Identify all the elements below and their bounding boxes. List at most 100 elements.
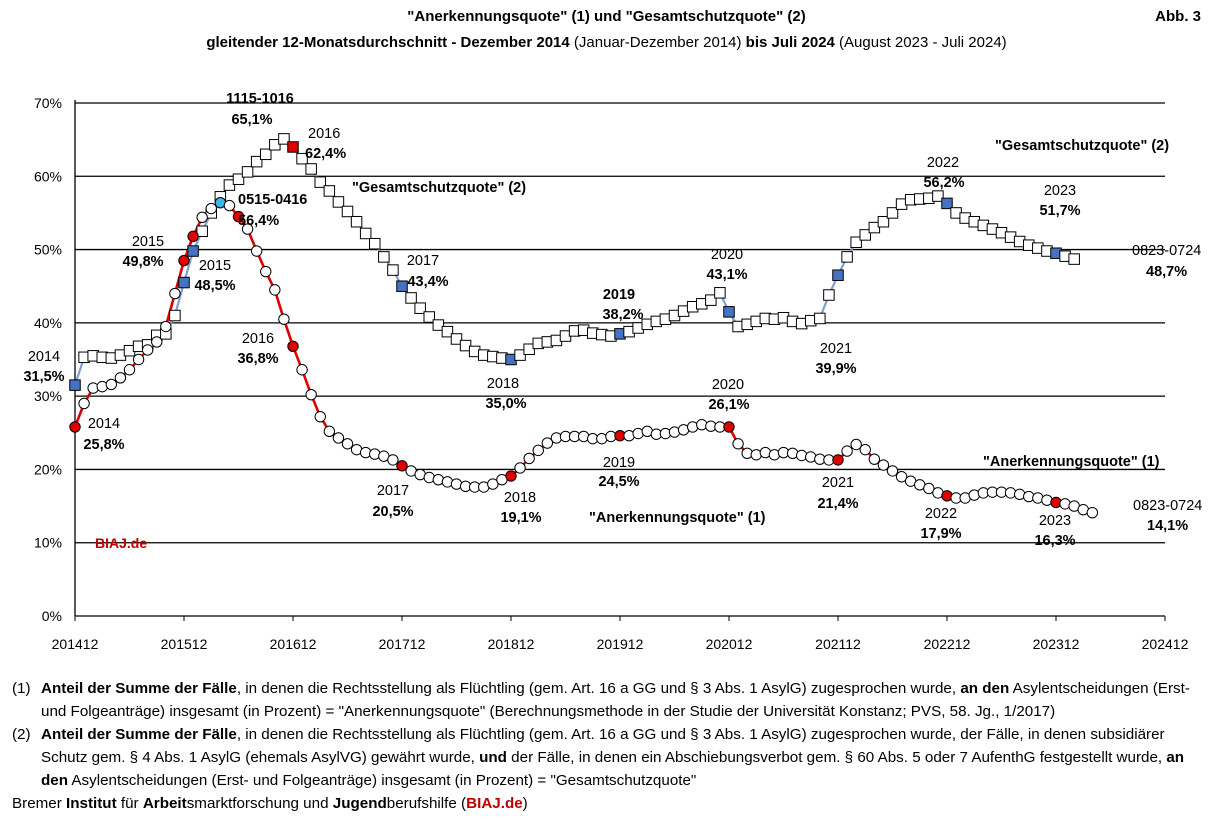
- annotation-label: 43,1%: [706, 267, 747, 283]
- gesamt-point: [823, 289, 835, 301]
- anerk-point: [250, 245, 263, 257]
- anerk-point: [123, 364, 136, 376]
- gesamt-point: [260, 148, 272, 161]
- anerk-point: [69, 421, 81, 433]
- gesamt-point: [314, 176, 326, 188]
- gesamt-point: [378, 251, 390, 263]
- gesamt-point: [441, 325, 454, 338]
- gesamt-point: [932, 190, 944, 202]
- annotation-label: 2017: [407, 253, 439, 269]
- anerk-point: [396, 460, 408, 472]
- annotation-label: "Anerkennungsquote" (1): [589, 510, 766, 526]
- anerk-point: [232, 210, 245, 223]
- anerk-point: [1086, 506, 1099, 519]
- footnote-bold: Anteil der Summe der Fälle: [41, 680, 237, 697]
- source-footer: Bremer Institut für Arbeitsmarktforschun…: [12, 792, 1202, 815]
- anerk-point: [169, 287, 181, 300]
- annotation-label: 2014: [28, 349, 60, 365]
- anerk-point: [178, 254, 190, 267]
- annotation-label: 2015: [199, 258, 231, 274]
- gesamt-point: [196, 225, 208, 237]
- anerk-point: [223, 199, 236, 212]
- footer-text: smarktforschung und: [186, 795, 333, 812]
- y-tick-label: 30%: [34, 388, 62, 404]
- anerk-point: [732, 438, 744, 450]
- anerk-point: [895, 471, 908, 483]
- gesamt-point: [414, 302, 426, 314]
- anerk-point: [523, 452, 535, 465]
- annotation-label: 19,1%: [500, 510, 541, 526]
- gesamt-point: [841, 251, 853, 263]
- annotations: 1115-1016 65,1% 2016 62,4% "Gesamtschutzquot…: [23, 91, 1202, 549]
- annotation-label: 0823-0724: [1132, 243, 1201, 259]
- annotation-label: "Anerkennungsquote" (1): [983, 454, 1160, 470]
- footnote-number: (2): [12, 726, 31, 743]
- gesamt-point: [359, 227, 372, 240]
- anerk-point: [196, 211, 208, 224]
- footnote-text: Asylentscheidungen (Erst- und Folgeanträ…: [68, 772, 697, 789]
- y-tick-label: 60%: [34, 168, 62, 184]
- gesamt-point: [714, 287, 726, 299]
- anerk-point: [305, 388, 317, 401]
- anerk-point: [151, 336, 163, 348]
- annotation-label: 20,5%: [372, 504, 413, 520]
- annotation-label: 56,4%: [238, 213, 279, 229]
- gesamt-point: [941, 197, 953, 210]
- gesamt-point: [341, 205, 354, 218]
- annotation-label: 2017: [377, 483, 409, 499]
- annotation-label: 14,1%: [1147, 518, 1188, 534]
- gesamt-point: [859, 229, 871, 241]
- x-tick-label: 201412: [52, 636, 99, 652]
- gesamt-point: [514, 349, 526, 361]
- x-tick-label: 202012: [706, 636, 753, 652]
- footnote-text: Asylentscheidungen (Erst- und Folgeanträ…: [41, 680, 1190, 720]
- x-tick-label: 202212: [924, 636, 971, 652]
- annotation-label: 48,5%: [194, 278, 235, 294]
- subtitle-part: (August 2023 - Juli 2024): [834, 34, 1007, 51]
- footer-text: berufshilfe (: [386, 795, 467, 812]
- gesamt-point: [868, 221, 881, 234]
- footer-text: ): [522, 795, 528, 812]
- annotation-label: 2021: [822, 475, 854, 491]
- annotation-label: 2018: [504, 490, 536, 506]
- gesamt-point: [423, 311, 435, 323]
- anerk-point: [877, 459, 890, 471]
- x-tick-label: 201912: [597, 636, 644, 652]
- gesamt-point: [350, 215, 363, 228]
- annotation-label: 2015: [132, 234, 164, 250]
- gesamt-point: [187, 245, 199, 257]
- anerk-point: [187, 230, 199, 243]
- gesamt-point: [278, 133, 290, 145]
- footnote-2: (2) Anteil der Summe der Fälle, in denen …: [12, 723, 1202, 792]
- footnote-1: (1) Anteil der Summe der Fälle, in denen …: [12, 677, 1202, 723]
- annotation-label: 0515-0416: [238, 192, 307, 208]
- gesamt-point: [459, 339, 472, 352]
- footer-link[interactable]: BIAJ.de: [466, 795, 523, 812]
- y-tick-label: 70%: [34, 95, 62, 111]
- x-tick-label: 202312: [1033, 636, 1080, 652]
- gesamt-point: [250, 155, 263, 168]
- series-markers: [69, 133, 1099, 519]
- footnote-number: (1): [12, 680, 31, 697]
- anerk-point: [332, 432, 345, 444]
- annotation-label: 56,2%: [923, 175, 964, 191]
- annotation-label: 2023: [1044, 183, 1076, 199]
- annotation-label: 2023: [1039, 513, 1071, 529]
- anerk-point: [105, 378, 118, 391]
- anerk-point: [923, 482, 935, 495]
- footer-text: Bremer: [12, 795, 67, 812]
- footer-bold: Arbeit: [142, 795, 187, 812]
- footnotes: (1) Anteil der Summe der Fälle, in denen …: [12, 677, 1202, 815]
- anerk-point: [841, 445, 853, 457]
- axes: [74, 100, 1166, 621]
- anerk-point: [287, 340, 299, 353]
- footnote-text: , in denen die Rechtsstellung als Flücht…: [236, 680, 961, 697]
- anerk-point: [278, 313, 290, 325]
- footnote-bold: an den: [960, 680, 1010, 697]
- gesamt-point: [287, 141, 299, 153]
- gesamt-point: [405, 292, 417, 304]
- anerk-point: [341, 438, 354, 450]
- footer-bold: Jugend: [332, 795, 387, 812]
- gesamt-point: [886, 207, 899, 219]
- anerk-point: [269, 284, 281, 296]
